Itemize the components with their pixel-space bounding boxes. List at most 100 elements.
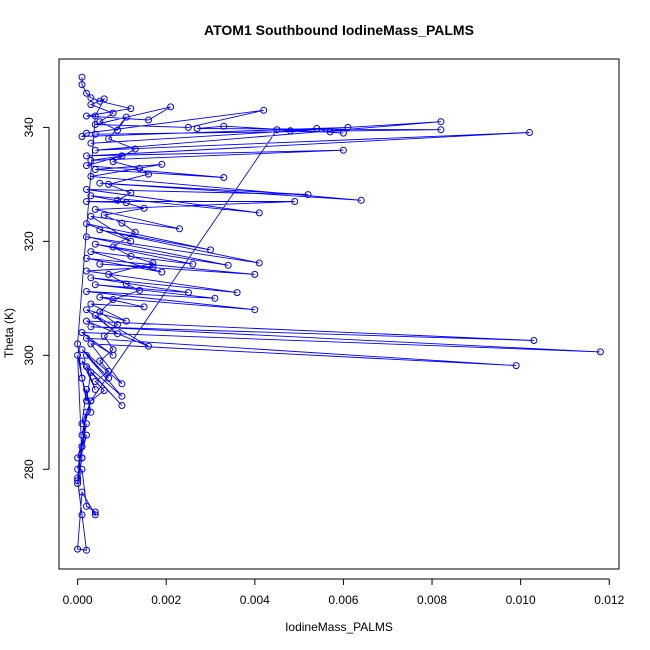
data-point <box>91 281 99 289</box>
data-point <box>158 160 166 168</box>
data-point <box>87 340 95 348</box>
data-point <box>83 152 90 160</box>
data-point <box>96 179 104 187</box>
data-point <box>109 346 117 354</box>
data-point <box>105 180 113 188</box>
series-layer <box>74 73 604 554</box>
data-point <box>74 480 82 487</box>
data-point <box>78 374 86 382</box>
data-point <box>83 162 90 170</box>
data-point <box>87 94 95 102</box>
data-point <box>83 306 90 314</box>
y-axis-label: Theta (K) <box>2 308 16 358</box>
data-point <box>91 166 99 173</box>
data-point <box>91 146 99 154</box>
data-point <box>122 199 130 207</box>
data-point <box>78 357 86 365</box>
data-point <box>78 511 86 519</box>
data-point <box>131 228 139 236</box>
data-point <box>304 191 312 199</box>
data-point <box>78 465 86 473</box>
data-point <box>344 123 352 131</box>
data-point <box>91 508 99 516</box>
data-point <box>211 294 219 302</box>
data-point <box>87 192 95 200</box>
data-point <box>74 477 82 485</box>
data-point <box>87 248 95 256</box>
data-point <box>83 129 90 137</box>
data-point <box>100 387 108 395</box>
data-point <box>118 402 126 409</box>
x-tick-label: 0.004 <box>240 593 270 607</box>
data-point <box>286 127 294 135</box>
data-point <box>87 101 95 109</box>
data-point <box>83 408 90 416</box>
data-point <box>140 303 148 311</box>
data-point <box>91 240 99 248</box>
data-point <box>78 73 86 81</box>
data-point <box>83 198 90 205</box>
data-point <box>189 260 197 268</box>
data-point <box>78 81 86 89</box>
data-point <box>83 186 90 193</box>
data-point <box>273 126 281 134</box>
data-point <box>78 443 86 450</box>
series-line <box>77 77 601 551</box>
data-point <box>87 323 95 331</box>
chart-title: ATOM1 Southbound IodineMass_PALMS <box>204 22 474 38</box>
data-point <box>83 431 90 439</box>
plot-frame <box>58 58 620 570</box>
data-point <box>109 158 117 166</box>
data-point <box>91 386 99 393</box>
data-point <box>512 362 520 370</box>
data-point <box>127 252 135 260</box>
data-point <box>78 420 86 428</box>
y-tick-label: 300 <box>22 345 36 365</box>
data-point <box>114 126 121 134</box>
data-point <box>100 332 108 340</box>
data-point <box>140 204 148 212</box>
data-point <box>78 431 86 439</box>
data-point <box>255 209 263 217</box>
data-point <box>83 397 90 405</box>
data-point <box>145 342 152 350</box>
x-tick-label: 0.006 <box>328 593 358 607</box>
data-point <box>87 172 95 180</box>
data-point <box>91 130 99 138</box>
data-point <box>122 317 130 325</box>
data-point <box>255 259 263 267</box>
data-point <box>109 296 117 303</box>
data-point <box>105 135 113 143</box>
x-tick-label: 0.012 <box>594 593 624 607</box>
x-tick-label: 0.010 <box>506 593 536 607</box>
data-point <box>526 129 533 136</box>
data-point <box>136 164 144 172</box>
data-point <box>233 289 241 297</box>
data-point <box>91 205 99 213</box>
data-point <box>74 351 82 359</box>
data-point <box>251 270 259 278</box>
data-point <box>96 308 104 316</box>
data-point <box>105 367 113 375</box>
data-point <box>83 502 90 510</box>
data-point <box>87 408 95 416</box>
data-point <box>83 267 90 275</box>
data-point <box>100 211 108 219</box>
data-point <box>122 280 130 288</box>
data-point <box>83 546 90 554</box>
data-point <box>176 225 183 233</box>
data-point <box>74 454 82 462</box>
data-point <box>437 126 445 134</box>
data-point <box>78 346 86 354</box>
data-point <box>78 488 86 496</box>
data-point <box>83 254 90 262</box>
data-point <box>122 113 130 121</box>
data-point <box>437 118 445 126</box>
data-point <box>260 106 268 114</box>
data-point <box>339 146 347 154</box>
data-point <box>96 118 104 126</box>
data-point <box>105 374 113 382</box>
data-point <box>224 261 232 269</box>
data-point <box>96 260 104 268</box>
